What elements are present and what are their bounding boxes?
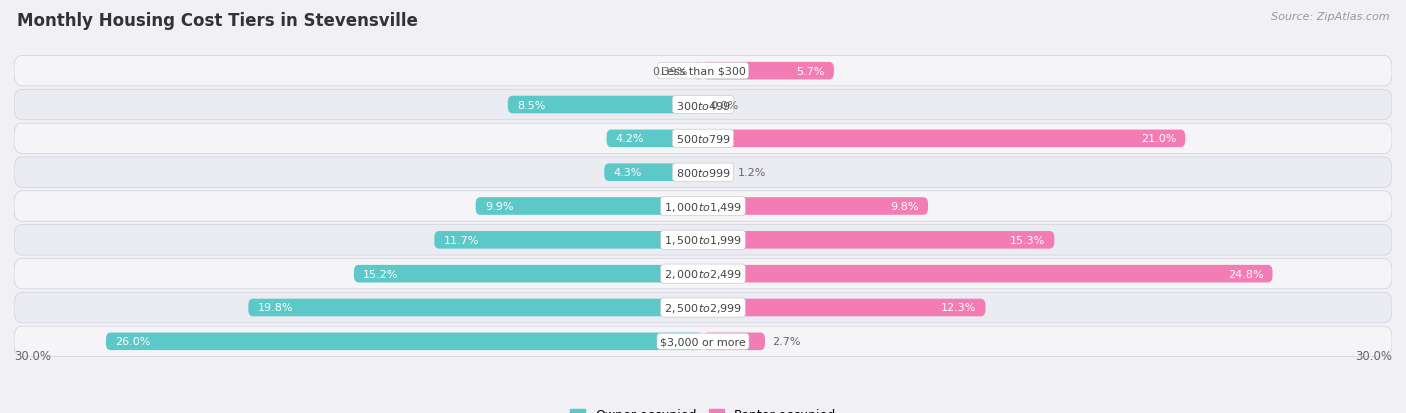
- FancyBboxPatch shape: [508, 97, 703, 114]
- FancyBboxPatch shape: [354, 265, 703, 283]
- Text: $1,500 to $1,999: $1,500 to $1,999: [664, 234, 742, 247]
- FancyBboxPatch shape: [703, 265, 1272, 283]
- Text: 11.7%: 11.7%: [443, 235, 479, 245]
- Text: 0.0%: 0.0%: [710, 100, 738, 110]
- FancyBboxPatch shape: [605, 164, 703, 182]
- FancyBboxPatch shape: [14, 326, 1392, 357]
- Text: 2.7%: 2.7%: [772, 337, 800, 347]
- FancyBboxPatch shape: [475, 198, 703, 215]
- Text: 19.8%: 19.8%: [257, 303, 292, 313]
- FancyBboxPatch shape: [695, 63, 703, 80]
- FancyBboxPatch shape: [434, 231, 703, 249]
- Text: 9.8%: 9.8%: [890, 202, 920, 211]
- FancyBboxPatch shape: [703, 63, 834, 80]
- Text: 30.0%: 30.0%: [1355, 349, 1392, 363]
- FancyBboxPatch shape: [249, 299, 703, 316]
- FancyBboxPatch shape: [606, 130, 703, 148]
- FancyBboxPatch shape: [703, 130, 1185, 148]
- FancyBboxPatch shape: [14, 56, 1392, 87]
- Text: 9.9%: 9.9%: [485, 202, 513, 211]
- FancyBboxPatch shape: [14, 90, 1392, 121]
- Text: 5.7%: 5.7%: [796, 66, 825, 76]
- Text: Source: ZipAtlas.com: Source: ZipAtlas.com: [1271, 12, 1389, 22]
- Legend: Owner-occupied, Renter-occupied: Owner-occupied, Renter-occupied: [565, 404, 841, 413]
- FancyBboxPatch shape: [703, 198, 928, 215]
- Text: 4.2%: 4.2%: [616, 134, 644, 144]
- Text: 15.2%: 15.2%: [363, 269, 398, 279]
- Text: 0.39%: 0.39%: [652, 66, 688, 76]
- Text: 15.3%: 15.3%: [1010, 235, 1045, 245]
- Text: Monthly Housing Cost Tiers in Stevensville: Monthly Housing Cost Tiers in Stevensvil…: [17, 12, 418, 30]
- Text: $800 to $999: $800 to $999: [675, 167, 731, 179]
- Text: $500 to $799: $500 to $799: [675, 133, 731, 145]
- Text: 1.2%: 1.2%: [738, 168, 766, 178]
- FancyBboxPatch shape: [14, 292, 1392, 323]
- Text: $2,000 to $2,499: $2,000 to $2,499: [664, 268, 742, 280]
- FancyBboxPatch shape: [14, 191, 1392, 222]
- Text: $2,500 to $2,999: $2,500 to $2,999: [664, 301, 742, 314]
- Text: 21.0%: 21.0%: [1140, 134, 1175, 144]
- FancyBboxPatch shape: [14, 225, 1392, 255]
- Text: 12.3%: 12.3%: [941, 303, 976, 313]
- Text: 8.5%: 8.5%: [517, 100, 546, 110]
- FancyBboxPatch shape: [703, 299, 986, 316]
- Text: $300 to $499: $300 to $499: [675, 99, 731, 111]
- FancyBboxPatch shape: [14, 158, 1392, 188]
- Text: $3,000 or more: $3,000 or more: [661, 337, 745, 347]
- Text: $1,000 to $1,499: $1,000 to $1,499: [664, 200, 742, 213]
- Text: 24.8%: 24.8%: [1227, 269, 1264, 279]
- FancyBboxPatch shape: [14, 259, 1392, 289]
- FancyBboxPatch shape: [703, 231, 1054, 249]
- Text: 26.0%: 26.0%: [115, 337, 150, 347]
- Text: 4.3%: 4.3%: [613, 168, 641, 178]
- FancyBboxPatch shape: [703, 333, 765, 350]
- Text: Less than $300: Less than $300: [661, 66, 745, 76]
- Text: 30.0%: 30.0%: [14, 349, 51, 363]
- FancyBboxPatch shape: [703, 164, 731, 182]
- FancyBboxPatch shape: [14, 124, 1392, 154]
- FancyBboxPatch shape: [105, 333, 703, 350]
